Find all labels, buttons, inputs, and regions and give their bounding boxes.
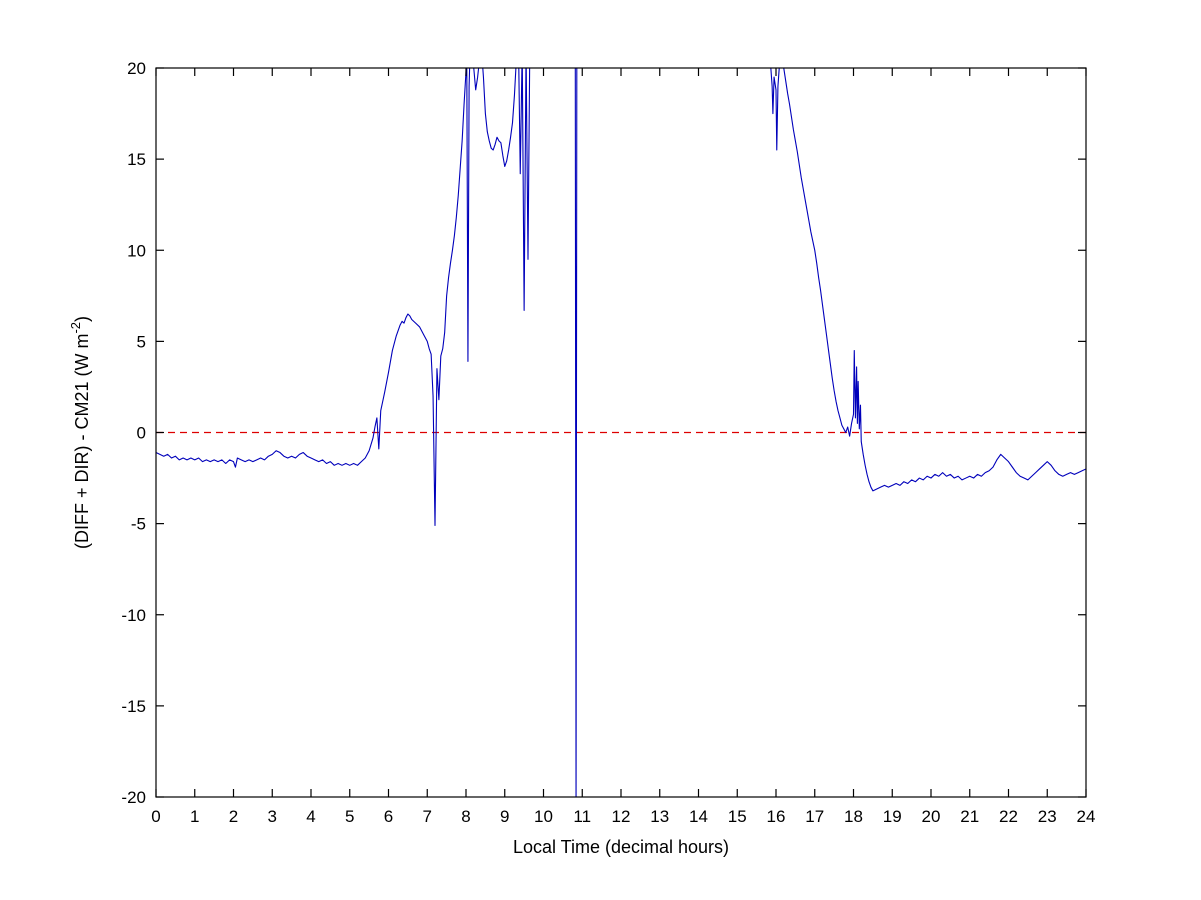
x-axis-tick-label: 8 — [461, 807, 470, 826]
x-axis-tick-label: 24 — [1077, 807, 1096, 826]
x-axis-label: Local Time (decimal hours) — [513, 837, 729, 857]
x-axis-tick-label: 3 — [268, 807, 277, 826]
x-axis-tick-label: 19 — [883, 807, 902, 826]
x-axis-tick-label: 2 — [229, 807, 238, 826]
x-axis-tick-label: 9 — [500, 807, 509, 826]
y-axis-tick-label: -15 — [121, 697, 146, 716]
x-axis-tick-label: 23 — [1038, 807, 1057, 826]
x-axis-tick-label: 1 — [190, 807, 199, 826]
x-axis-tick-label: 16 — [767, 807, 786, 826]
data-line — [156, 68, 1086, 797]
x-axis-tick-label: 21 — [960, 807, 979, 826]
x-axis-tick-label: 10 — [534, 807, 553, 826]
x-axis-tick-label: 5 — [345, 807, 354, 826]
x-axis-tick-label: 6 — [384, 807, 393, 826]
y-axis-tick-label: -10 — [121, 606, 146, 625]
y-axis-tick-label: 0 — [137, 424, 146, 443]
y-axis-tick-label: -5 — [131, 515, 146, 534]
y-axis-tick-label: 5 — [137, 332, 146, 351]
x-axis-tick-label: 15 — [728, 807, 747, 826]
x-axis-tick-label: 18 — [844, 807, 863, 826]
x-axis-tick-label: 22 — [999, 807, 1018, 826]
x-axis-tick-label: 13 — [650, 807, 669, 826]
x-axis-tick-label: 14 — [689, 807, 708, 826]
y-axis-tick-label: 10 — [127, 241, 146, 260]
y-axis-tick-label: -20 — [121, 788, 146, 807]
x-axis-tick-label: 20 — [922, 807, 941, 826]
x-axis-tick-label: 7 — [423, 807, 432, 826]
x-axis-tick-label: 12 — [612, 807, 631, 826]
y-axis-tick-label: 15 — [127, 150, 146, 169]
x-axis-tick-label: 4 — [306, 807, 315, 826]
x-axis-tick-label: 17 — [805, 807, 824, 826]
x-axis-tick-label: 11 — [573, 807, 591, 826]
y-axis-label: (DIFF + DIR) - CM21 (W m-2) — [68, 316, 92, 549]
y-axis-tick-label: 20 — [127, 59, 146, 78]
x-axis-tick-label: 0 — [151, 807, 160, 826]
plot-area — [156, 68, 1086, 797]
